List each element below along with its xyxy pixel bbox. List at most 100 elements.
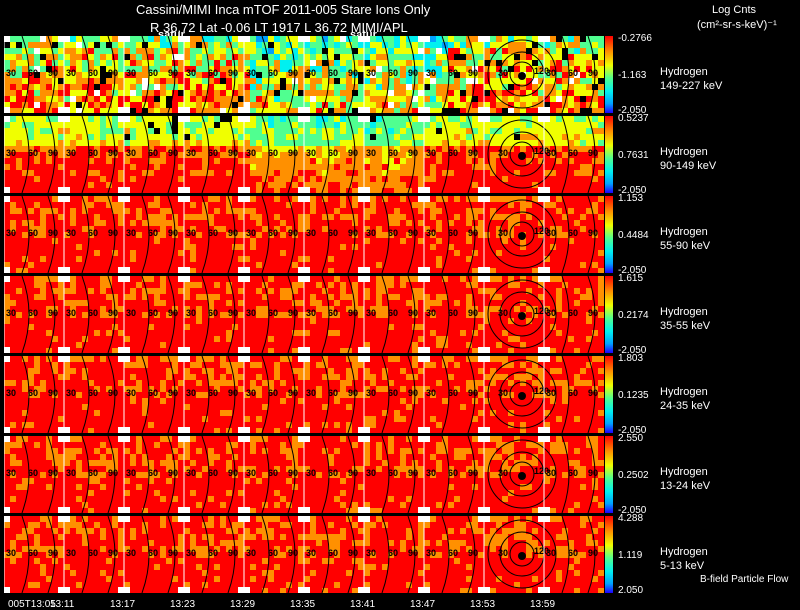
planet-marker bbox=[518, 552, 526, 560]
contour-label: 30 bbox=[498, 468, 508, 478]
colorbar-mid: 0.1235 bbox=[618, 390, 649, 401]
contour-label: 30 bbox=[126, 468, 136, 478]
contour-label: 90 bbox=[48, 228, 58, 238]
contour-label: 60 bbox=[328, 228, 338, 238]
contour-label: 60 bbox=[448, 548, 458, 558]
contour-label: 90 bbox=[48, 68, 58, 78]
contour-label: 90 bbox=[48, 548, 58, 558]
contour-label: 90 bbox=[288, 468, 298, 478]
contour-label: 90 bbox=[48, 468, 58, 478]
contour-label: 60 bbox=[568, 468, 578, 478]
planet-marker bbox=[518, 232, 526, 240]
contour-label: 90 bbox=[168, 468, 178, 478]
colorbar-max: 1.153 bbox=[618, 193, 643, 204]
time-tick-label: 005T13:05 bbox=[8, 599, 56, 610]
contour-label: 90 bbox=[48, 148, 58, 158]
units-label-formula: (cm²-sr-s-keV)⁻¹ bbox=[697, 18, 777, 31]
colorbar-mid: 1.119 bbox=[618, 550, 642, 561]
time-tick-label: 13:35 bbox=[290, 599, 315, 610]
contour-label: 30 bbox=[246, 388, 256, 398]
contour-label: 30 bbox=[6, 468, 16, 478]
contour-label: 90 bbox=[408, 68, 418, 78]
bfield-legend: B-field Particle Flow bbox=[700, 574, 788, 585]
contour-label: 60 bbox=[328, 548, 338, 558]
contour-label: 60 bbox=[328, 468, 338, 478]
contour-label: 60 bbox=[568, 148, 578, 158]
contour-label: 30 bbox=[66, 228, 76, 238]
contour-label: 60 bbox=[208, 228, 218, 238]
contour-label: 30 bbox=[186, 148, 196, 158]
colorbar bbox=[605, 36, 613, 113]
contour-label: 60 bbox=[28, 468, 38, 478]
contour-label: 60 bbox=[148, 388, 158, 398]
colorbar-mid: 0.2502 bbox=[618, 470, 649, 481]
contour-label: 90 bbox=[228, 68, 238, 78]
contour-label: 60 bbox=[448, 228, 458, 238]
contour-label: 30 bbox=[426, 68, 436, 78]
contour-label: 30 bbox=[186, 388, 196, 398]
colorbar-max: 1.803 bbox=[618, 353, 643, 364]
contour-label: 90 bbox=[108, 228, 118, 238]
contour-label: 30 bbox=[426, 308, 436, 318]
contour-label: 60 bbox=[568, 68, 578, 78]
contour-label: 90 bbox=[468, 388, 478, 398]
contour-label: 60 bbox=[88, 68, 98, 78]
contour-label: 90 bbox=[408, 308, 418, 318]
contour-label: 90 bbox=[288, 308, 298, 318]
contour-label: 60 bbox=[388, 388, 398, 398]
time-tick-label: 13:23 bbox=[170, 599, 195, 610]
contour-label: 30 bbox=[126, 548, 136, 558]
contour-label: 30 bbox=[366, 68, 376, 78]
contour-label: 60 bbox=[448, 468, 458, 478]
contour-label: 90 bbox=[288, 228, 298, 238]
contour-label: 30 bbox=[498, 68, 508, 78]
time-tick-label: 13:17 bbox=[110, 599, 135, 610]
species-label: Hydrogen bbox=[660, 546, 708, 558]
contour-label: 30 bbox=[498, 148, 508, 158]
contour-label: 30 bbox=[126, 308, 136, 318]
contour-label: 30 bbox=[66, 388, 76, 398]
contour-label: 90 bbox=[108, 308, 118, 318]
contour-label: 30 bbox=[306, 388, 316, 398]
planet-marker bbox=[518, 312, 526, 320]
contour-label: 30 bbox=[66, 148, 76, 158]
planet-marker bbox=[518, 392, 526, 400]
contour-label: 90 bbox=[588, 68, 598, 78]
colorbar bbox=[605, 196, 613, 273]
colorbar-mid: -1.163 bbox=[618, 70, 646, 81]
contour-label: 30 bbox=[426, 148, 436, 158]
contour-label: 60 bbox=[88, 148, 98, 158]
contour-label: 60 bbox=[328, 148, 338, 158]
contour-label: 30 bbox=[426, 468, 436, 478]
contour-label: 30 bbox=[306, 308, 316, 318]
contour-label: 60 bbox=[568, 388, 578, 398]
contour-label: 60 bbox=[268, 548, 278, 558]
planet-marker bbox=[518, 472, 526, 480]
contour-label: 90 bbox=[408, 548, 418, 558]
contour-label: 30 bbox=[546, 228, 556, 238]
colorbar bbox=[605, 116, 613, 193]
contour-label: 30 bbox=[126, 388, 136, 398]
contour-label: 90 bbox=[48, 388, 58, 398]
contour-label: 90 bbox=[228, 308, 238, 318]
contour-label: 60 bbox=[28, 308, 38, 318]
time-tick-label: 13:53 bbox=[470, 599, 495, 610]
contour-label: 90 bbox=[168, 148, 178, 158]
contour-label: 30 bbox=[426, 228, 436, 238]
contour-label: 30 bbox=[186, 468, 196, 478]
contour-label: 30 bbox=[366, 548, 376, 558]
contour-label: 90 bbox=[168, 68, 178, 78]
colorbar-mid: 0.2174 bbox=[618, 310, 649, 321]
contour-label: 90 bbox=[468, 228, 478, 238]
colorbar-max: 2.550 bbox=[618, 433, 643, 444]
contour-label: 90 bbox=[348, 308, 358, 318]
energy-range-label: 13-24 keV bbox=[660, 480, 710, 492]
contour-label: 30 bbox=[6, 148, 16, 158]
contour-label: 60 bbox=[388, 68, 398, 78]
contour-label: 60 bbox=[448, 308, 458, 318]
energy-range-label: 24-35 keV bbox=[660, 400, 710, 412]
contour-label: 30 bbox=[498, 228, 508, 238]
contour-label: 60 bbox=[28, 548, 38, 558]
contour-label: 30 bbox=[366, 468, 376, 478]
contour-label: 60 bbox=[208, 148, 218, 158]
